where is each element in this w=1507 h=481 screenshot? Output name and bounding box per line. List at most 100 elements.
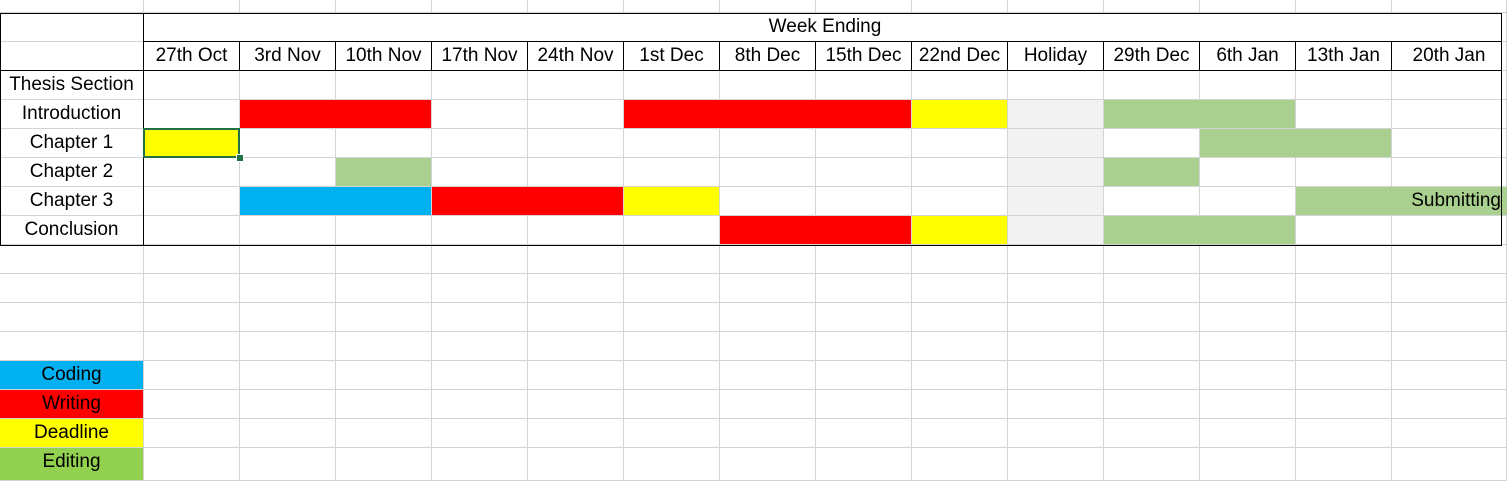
task-cell-empty[interactable] bbox=[1200, 158, 1296, 187]
grid-cell[interactable] bbox=[720, 448, 816, 481]
grid-cell[interactable] bbox=[1008, 71, 1104, 100]
grid-cell[interactable] bbox=[624, 361, 720, 390]
grid-cell[interactable] bbox=[624, 332, 720, 361]
task-cell-editing[interactable] bbox=[1296, 187, 1392, 216]
grid-cell[interactable] bbox=[144, 0, 240, 13]
grid-cell[interactable] bbox=[912, 390, 1008, 419]
task-cell-empty[interactable] bbox=[624, 216, 720, 245]
task-cell-deadline[interactable] bbox=[912, 100, 1008, 129]
task-cell-empty[interactable] bbox=[1296, 100, 1392, 129]
grid-cell[interactable] bbox=[912, 332, 1008, 361]
week-header-cell[interactable]: 8th Dec bbox=[720, 42, 816, 71]
grid-cell[interactable] bbox=[1104, 390, 1200, 419]
task-cell-empty[interactable] bbox=[1296, 216, 1392, 245]
grid-cell[interactable] bbox=[1296, 0, 1392, 13]
grid-cell[interactable] bbox=[432, 361, 528, 390]
grid-cell[interactable] bbox=[1392, 0, 1507, 13]
task-cell-empty[interactable] bbox=[432, 216, 528, 245]
grid-cell[interactable] bbox=[432, 419, 528, 448]
grid-cell[interactable] bbox=[1392, 361, 1507, 390]
grid-cell[interactable] bbox=[1104, 332, 1200, 361]
grid-cell[interactable] bbox=[528, 390, 624, 419]
grid-cell[interactable] bbox=[1392, 303, 1507, 332]
grid-cell[interactable] bbox=[0, 42, 144, 71]
section-label[interactable]: Chapter 3 bbox=[0, 187, 144, 216]
task-cell-empty[interactable] bbox=[720, 158, 816, 187]
task-cell-empty[interactable] bbox=[624, 129, 720, 158]
task-cell-empty[interactable] bbox=[240, 129, 336, 158]
grid-cell[interactable] bbox=[624, 390, 720, 419]
task-cell-empty[interactable] bbox=[240, 158, 336, 187]
task-cell-empty[interactable] bbox=[1392, 100, 1507, 129]
task-cell-empty[interactable] bbox=[1296, 158, 1392, 187]
task-cell-empty[interactable] bbox=[528, 129, 624, 158]
task-cell-empty[interactable] bbox=[624, 158, 720, 187]
week-header-cell[interactable]: 29th Dec bbox=[1104, 42, 1200, 71]
grid-cell[interactable] bbox=[1104, 274, 1200, 303]
grid-cell[interactable] bbox=[336, 390, 432, 419]
grid-cell[interactable] bbox=[144, 71, 240, 100]
grid-cell[interactable] bbox=[1296, 448, 1392, 481]
task-cell-empty[interactable] bbox=[1200, 187, 1296, 216]
grid-cell[interactable] bbox=[720, 303, 816, 332]
grid-cell[interactable] bbox=[0, 332, 144, 361]
grid-cell[interactable] bbox=[624, 274, 720, 303]
grid-cell[interactable] bbox=[336, 332, 432, 361]
grid-cell[interactable] bbox=[1104, 245, 1200, 274]
grid-cell[interactable] bbox=[528, 71, 624, 100]
grid-cell[interactable] bbox=[432, 303, 528, 332]
task-cell-empty[interactable] bbox=[144, 158, 240, 187]
grid-cell[interactable] bbox=[0, 245, 144, 274]
grid-cell[interactable] bbox=[1104, 448, 1200, 481]
task-cell-empty[interactable] bbox=[1392, 158, 1507, 187]
grid-cell[interactable] bbox=[240, 390, 336, 419]
grid-cell[interactable] bbox=[624, 0, 720, 13]
grid-cell[interactable] bbox=[1392, 390, 1507, 419]
week-header-cell[interactable]: 10th Nov bbox=[336, 42, 432, 71]
grid-cell[interactable] bbox=[912, 419, 1008, 448]
grid-cell[interactable] bbox=[1200, 274, 1296, 303]
grid-cell[interactable] bbox=[816, 0, 912, 13]
task-cell-editing[interactable] bbox=[1104, 100, 1200, 129]
grid-cell[interactable] bbox=[1392, 419, 1507, 448]
grid-cell[interactable] bbox=[912, 274, 1008, 303]
grid-cell[interactable] bbox=[624, 419, 720, 448]
task-cell-holiday[interactable] bbox=[1008, 158, 1104, 187]
grid-cell[interactable] bbox=[240, 303, 336, 332]
grid-cell[interactable] bbox=[528, 303, 624, 332]
grid-cell[interactable] bbox=[624, 303, 720, 332]
grid-cell[interactable] bbox=[0, 303, 144, 332]
grid-cell[interactable] bbox=[240, 332, 336, 361]
week-header-cell[interactable]: 22nd Dec bbox=[912, 42, 1008, 71]
week-header-cell[interactable]: Holiday bbox=[1008, 42, 1104, 71]
grid-cell[interactable] bbox=[1200, 303, 1296, 332]
grid-cell[interactable] bbox=[240, 71, 336, 100]
grid-cell[interactable] bbox=[144, 390, 240, 419]
grid-cell[interactable] bbox=[912, 71, 1008, 100]
grid-cell[interactable] bbox=[144, 361, 240, 390]
grid-cell[interactable] bbox=[720, 71, 816, 100]
task-cell-empty[interactable] bbox=[816, 158, 912, 187]
week-header-cell[interactable]: 20th Jan bbox=[1392, 42, 1507, 71]
task-cell-empty[interactable] bbox=[336, 129, 432, 158]
grid-cell[interactable] bbox=[912, 245, 1008, 274]
grid-cell[interactable] bbox=[432, 245, 528, 274]
grid-cell[interactable] bbox=[1296, 332, 1392, 361]
grid-cell[interactable] bbox=[720, 0, 816, 13]
task-cell-writing[interactable] bbox=[336, 100, 432, 129]
task-cell-writing[interactable] bbox=[816, 216, 912, 245]
grid-cell[interactable] bbox=[720, 390, 816, 419]
grid-cell[interactable] bbox=[816, 303, 912, 332]
legend-deadline[interactable]: Deadline bbox=[0, 419, 144, 448]
task-cell-writing[interactable] bbox=[720, 100, 816, 129]
grid-cell[interactable] bbox=[336, 71, 432, 100]
grid-cell[interactable] bbox=[1104, 71, 1200, 100]
grid-cell[interactable] bbox=[816, 274, 912, 303]
task-cell-holiday[interactable] bbox=[1008, 187, 1104, 216]
section-label[interactable]: Conclusion bbox=[0, 216, 144, 245]
task-cell-editing[interactable] bbox=[1200, 100, 1296, 129]
grid-cell[interactable] bbox=[1296, 303, 1392, 332]
grid-cell[interactable] bbox=[144, 419, 240, 448]
grid-cell[interactable] bbox=[336, 245, 432, 274]
grid-cell[interactable] bbox=[336, 419, 432, 448]
